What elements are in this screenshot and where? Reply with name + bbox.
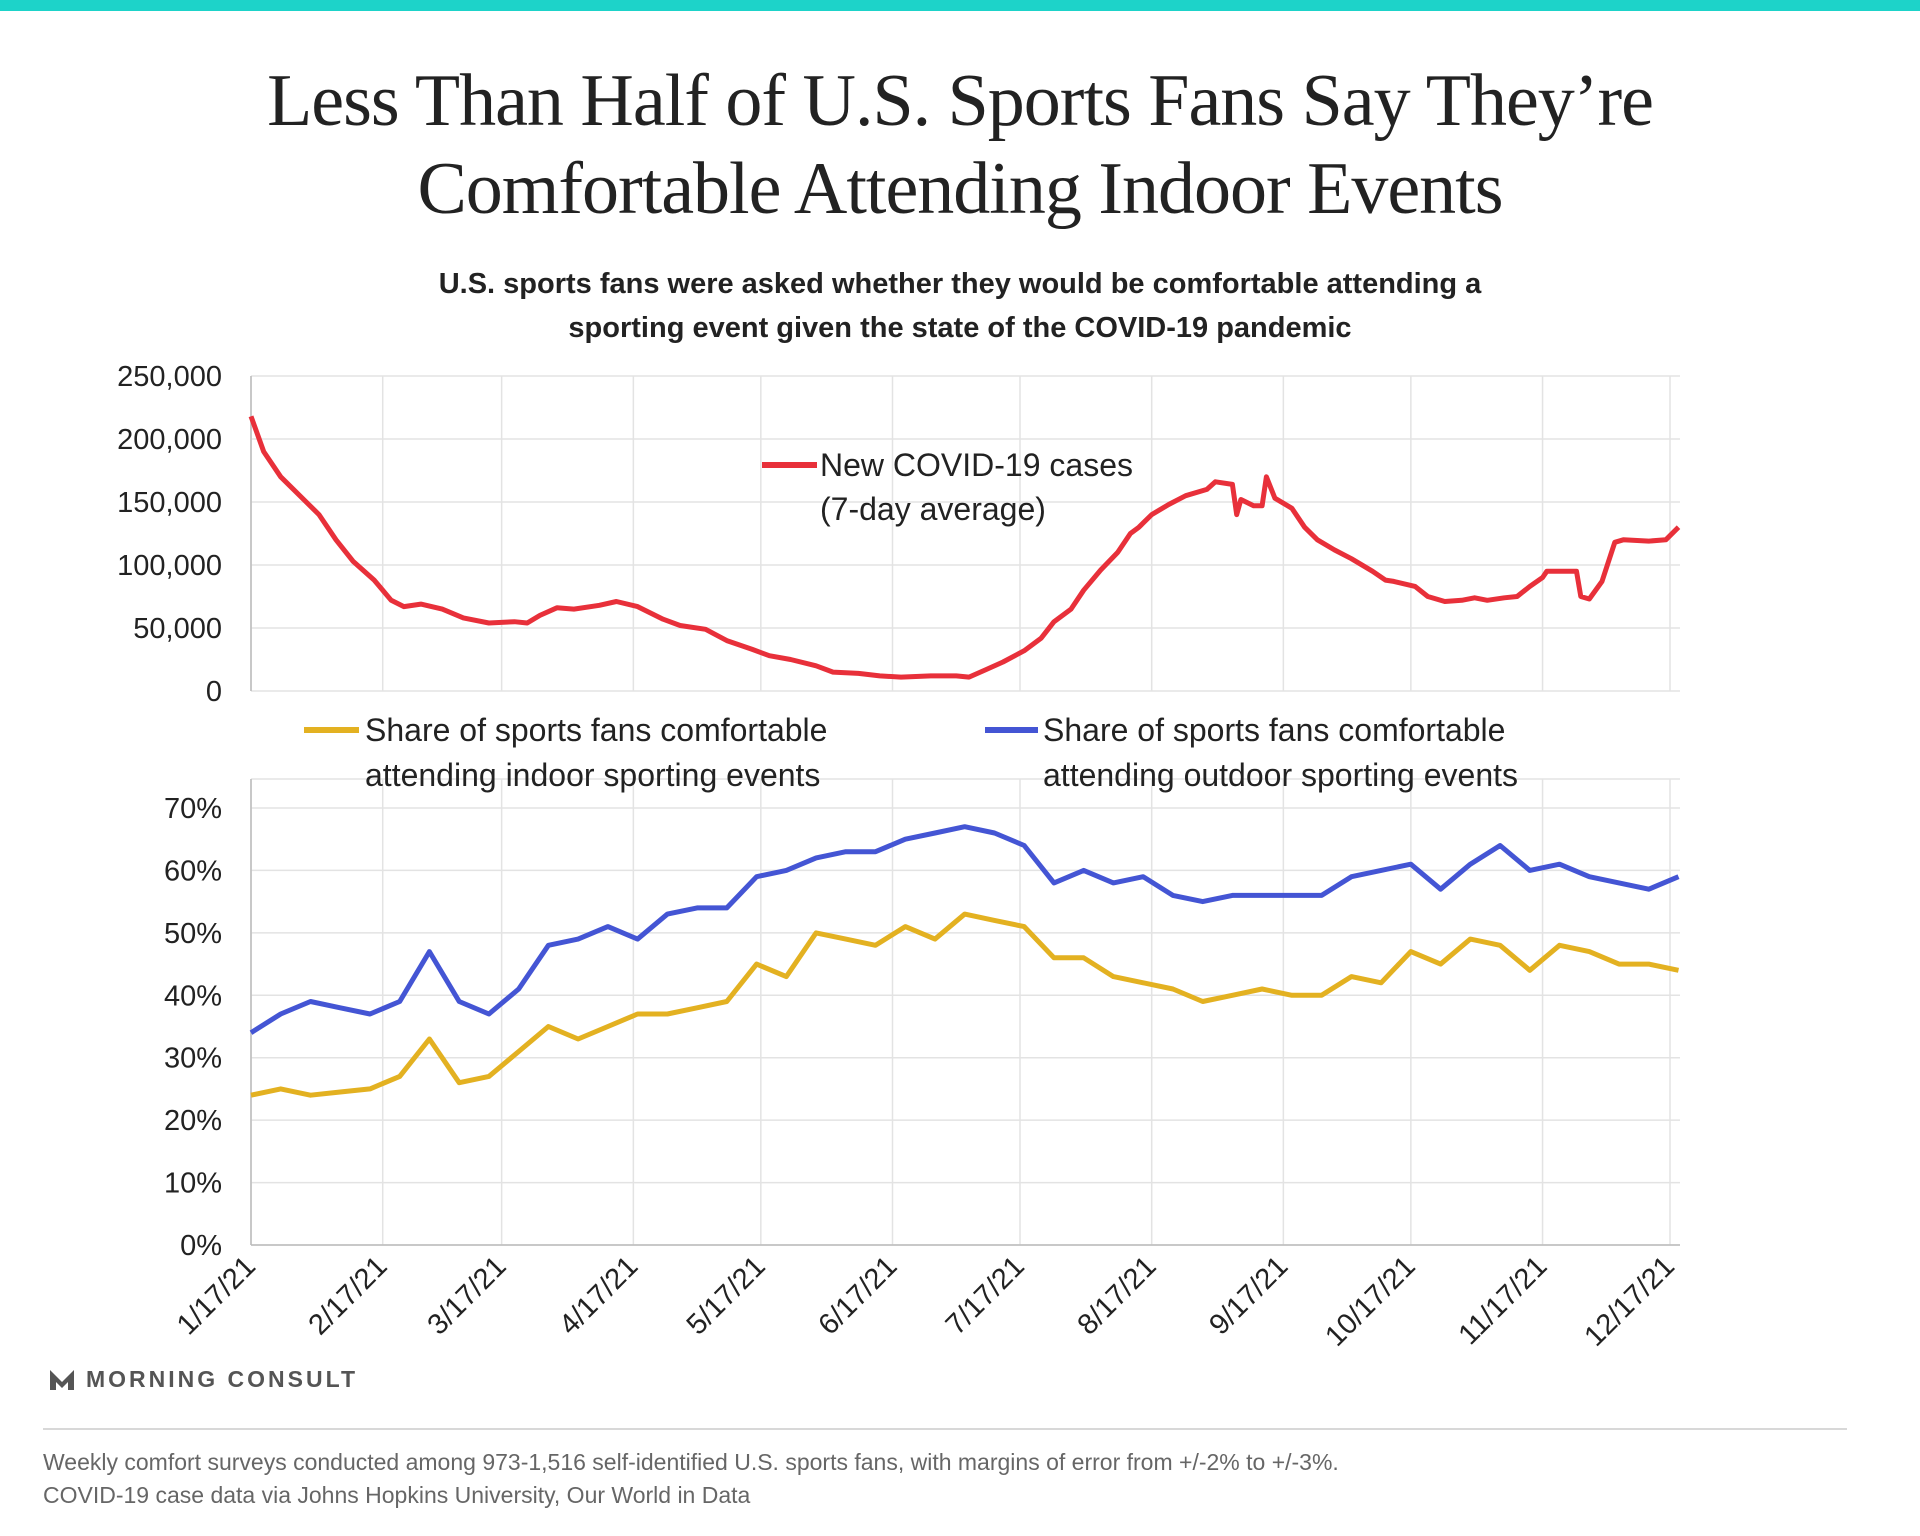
top-y-tick-label: 250,000 xyxy=(117,361,222,393)
x-tick-label: 9/17/21 xyxy=(1203,1250,1294,1341)
top-y-tick-label: 150,000 xyxy=(117,487,222,519)
logo-mark-icon xyxy=(50,1369,74,1390)
top-y-tick-label: 200,000 xyxy=(117,424,222,456)
x-tick-label: 5/17/21 xyxy=(681,1250,772,1341)
morning-consult-logo: MORNING CONSULT xyxy=(48,1366,358,1393)
outdoor-share-line xyxy=(249,824,1680,1035)
x-tick-label: 6/17/21 xyxy=(812,1250,903,1341)
x-tick-label: 7/17/21 xyxy=(940,1250,1031,1341)
bottom-y-tick-label: 10% xyxy=(164,1168,222,1200)
logo-text: MORNING CONSULT xyxy=(86,1366,359,1392)
chart-subtitle-line-2: sporting event given the state of the CO… xyxy=(568,312,1352,344)
x-tick-label: 12/17/21 xyxy=(1578,1250,1680,1352)
bottom-y-tick-label: 60% xyxy=(164,855,222,887)
accent-bar xyxy=(0,0,1920,11)
footer-note-surveys: Weekly comfort surveys conducted among 9… xyxy=(43,1449,1339,1475)
indoor-legend-label: Share of sports fans comfortable xyxy=(365,712,827,748)
x-tick-label: 8/17/21 xyxy=(1072,1250,1163,1341)
footer-note-sources: COVID-19 case data via Johns Hopkins Uni… xyxy=(43,1482,751,1508)
bottom-y-tick-label: 0% xyxy=(180,1230,222,1262)
covid-legend-label: New COVID-19 cases xyxy=(820,447,1133,483)
indoor-share-line xyxy=(250,911,1680,1098)
x-tick-label: 4/17/21 xyxy=(553,1250,644,1341)
top-y-tick-label: 0 xyxy=(206,676,222,708)
covid-legend-label-2: (7-day average) xyxy=(820,491,1046,527)
chart-title-line-1: Less Than Half of U.S. Sports Fans Say T… xyxy=(267,60,1654,142)
bottom-y-tick-label: 30% xyxy=(164,1043,222,1075)
chart-subtitle-line-1: U.S. sports fans were asked whether they… xyxy=(438,268,1482,300)
x-tick-label: 11/17/21 xyxy=(1453,1250,1554,1351)
x-tick-label: 10/17/21 xyxy=(1319,1250,1421,1352)
indoor-legend-label-2: attending indoor sporting events xyxy=(365,757,820,793)
outdoor-legend-label: Share of sports fans comfortable xyxy=(1043,712,1505,748)
bottom-y-tick-label: 50% xyxy=(164,918,222,950)
x-tick-label: 1/17/21 xyxy=(171,1250,262,1341)
x-tick-label: 2/17/21 xyxy=(303,1250,394,1341)
bottom-y-tick-label: 40% xyxy=(164,980,222,1012)
bottom-y-tick-label: 20% xyxy=(164,1105,222,1137)
top-y-tick-label: 50,000 xyxy=(133,613,222,645)
top-y-tick-label: 100,000 xyxy=(117,550,222,582)
outdoor-legend-label-2: attending outdoor sporting events xyxy=(1043,757,1518,793)
covid-cases-line xyxy=(248,415,1681,680)
bottom-y-tick-label: 70% xyxy=(164,793,222,825)
footer-divider xyxy=(43,1428,1847,1430)
chart-title-line-2: Comfortable Attending Indoor Events xyxy=(417,148,1503,230)
x-tick-label: 3/17/21 xyxy=(422,1250,513,1341)
